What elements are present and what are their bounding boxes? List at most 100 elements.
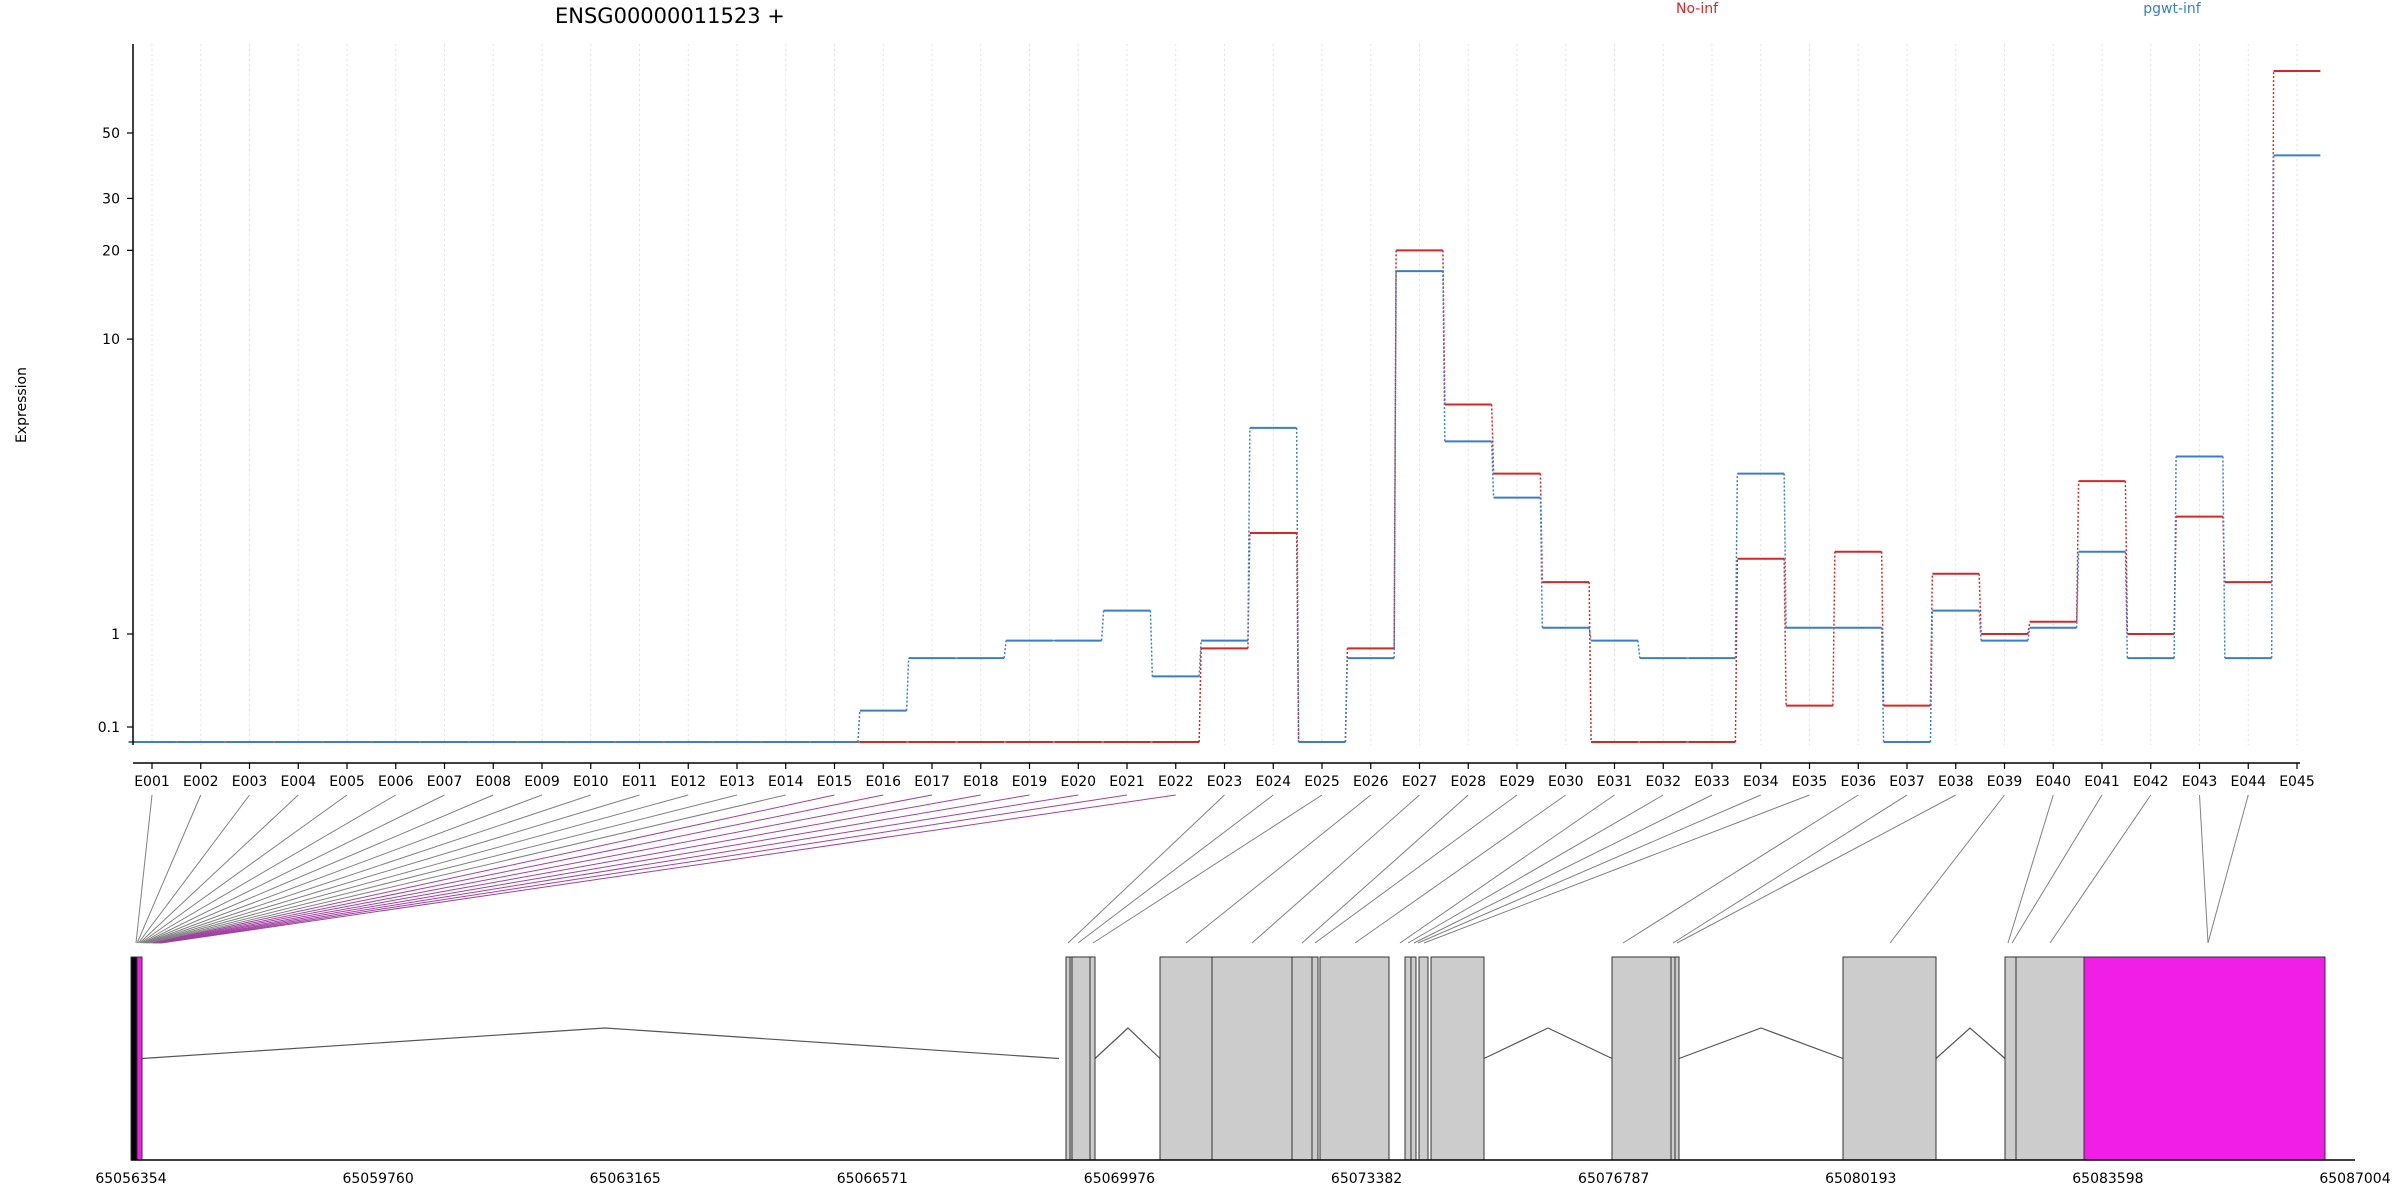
- gene-coordinate-axis: 65056354 65059760 65063165 65066571 65069976…: [95, 1159, 2391, 1187]
- x-tick-label-e017: E017: [914, 774, 950, 790]
- exon-connector: [156, 794, 981, 944]
- expression-series: [128, 70, 2321, 743]
- x-tick-label-e029: E029: [1499, 774, 1535, 790]
- exon-connector: [1413, 794, 1713, 944]
- gene-axis-tick-label: 65056354: [95, 1171, 166, 1187]
- gene-axis-tick-label: 65083598: [2072, 1171, 2143, 1187]
- series-pgwt-inf: [128, 154, 2321, 743]
- x-tick-label-e040: E040: [2035, 774, 2071, 790]
- series-pgwt-inf-connector: [857, 710, 861, 743]
- x-tick-label-e004: E004: [280, 774, 316, 790]
- exon-connector: [147, 794, 640, 944]
- x-tick-label-e045: E045: [2279, 774, 2315, 790]
- series-No-inf-connector: [1929, 573, 1934, 706]
- x-tick-label-e015: E015: [817, 774, 853, 790]
- x-tick-label-e006: E006: [378, 774, 414, 790]
- exon-box: [1319, 956, 1390, 1161]
- x-tick-label-e020: E020: [1060, 774, 1096, 790]
- exon-connector: [1676, 794, 1956, 944]
- y-tick-label: 20: [102, 243, 120, 259]
- x-tick-label-e018: E018: [963, 774, 999, 790]
- x-tick-label-e034: E034: [1743, 774, 1779, 790]
- gene-axis-tick-label: 65063165: [590, 1171, 661, 1187]
- x-tick-label-e022: E022: [1158, 774, 1194, 790]
- x-tick-label-e028: E028: [1450, 774, 1486, 790]
- x-tick-label-e032: E032: [1645, 774, 1681, 790]
- series-pgwt-inf-connector: [1929, 610, 1934, 743]
- x-tick-label-e001: E001: [134, 774, 170, 790]
- exon-box: [1311, 956, 1319, 1161]
- x-tick-label-e035: E035: [1792, 774, 1828, 790]
- exon-box: [1071, 956, 1091, 1161]
- series-pgwt-inf-connector: [1978, 610, 1982, 641]
- exon-connector: [159, 794, 1128, 944]
- exon-box: [1418, 956, 1429, 1161]
- exon-connector: [1067, 794, 1225, 944]
- series-No-inf-connector: [1978, 573, 1982, 635]
- series-No-inf-connector: [2124, 481, 2129, 635]
- exon-box: [1410, 956, 1417, 1161]
- series-pgwt-inf-connector: [1198, 640, 1202, 677]
- series-pgwt-inf-connector: [1393, 271, 1397, 659]
- gene-axis-tick-label: 65073382: [1331, 1171, 1402, 1187]
- exon-connector: [161, 794, 1176, 944]
- series-pgwt-inf-connector: [905, 658, 910, 711]
- intron-line: [1935, 1027, 2006, 1059]
- exon-connector: [1092, 794, 1323, 944]
- exon-connector: [1407, 794, 1664, 944]
- x-tick-label-e008: E008: [475, 774, 511, 790]
- exon-box: [130, 956, 138, 1161]
- exon-connector: [2199, 794, 2209, 944]
- series-pgwt-inf-connector: [1539, 497, 1544, 628]
- exon-box: [1291, 956, 1313, 1161]
- x-tick-label-e031: E031: [1597, 774, 1633, 790]
- x-tick-label-e044: E044: [2230, 774, 2266, 790]
- exon-highlight: [2083, 956, 2326, 1161]
- exon-connector: [146, 794, 591, 944]
- x-tick-label-e024: E024: [1255, 774, 1291, 790]
- y-tick-label: 10: [102, 332, 120, 348]
- exon-connector: [1077, 794, 1274, 944]
- expression-axes: [132, 44, 2300, 764]
- series-No-inf-connector: [1344, 648, 1349, 743]
- exon-connector: [144, 794, 494, 944]
- x-tick-label-e030: E030: [1548, 774, 1584, 790]
- series-No-inf-connector: [1490, 404, 1495, 474]
- exon-box: [2015, 956, 2085, 1161]
- exon-connector: [1672, 794, 1908, 944]
- series-pgwt-inf-connector: [1344, 658, 1349, 743]
- exon-connector: [153, 794, 884, 944]
- series-No-inf-connector: [1832, 551, 1836, 706]
- x-tick-label-e002: E002: [183, 774, 219, 790]
- series-pgwt-inf-connector: [1637, 640, 1641, 659]
- exon-box: [1211, 956, 1293, 1161]
- x-tick-label-e043: E043: [2182, 774, 2218, 790]
- exon-connector: [152, 794, 835, 944]
- exon-box: [1842, 956, 1937, 1161]
- series-pgwt-inf-connector: [2270, 155, 2275, 659]
- series-No-inf-connector: [1734, 558, 1739, 743]
- series-pgwt-inf-connector: [2222, 456, 2226, 659]
- legend-no-inf: No-inf: [1676, 1, 1719, 17]
- x-tick-label-e007: E007: [427, 774, 463, 790]
- series-pgwt-inf-connector: [1880, 627, 1885, 743]
- exon-connectors: [135, 794, 2249, 944]
- exon-connector: [142, 794, 445, 944]
- exon-connector: [1423, 794, 1810, 944]
- exon-connector: [140, 794, 348, 944]
- x-tick-label-e003: E003: [232, 774, 268, 790]
- x-tick-label-e005: E005: [329, 774, 365, 790]
- exon-connector: [1354, 794, 1567, 944]
- grid-lines: [151, 44, 2298, 745]
- exon-box: [1674, 956, 1680, 1161]
- series-pgwt-inf-connector: [1783, 473, 1787, 628]
- series-pgwt-inf-connector: [2075, 551, 2080, 628]
- exon-connector: [158, 794, 1079, 944]
- x-tick-label-e042: E042: [2133, 774, 2169, 790]
- series-pgwt-inf-connector: [1490, 441, 1495, 498]
- series-No-inf-connector: [1588, 582, 1592, 743]
- exon-connector: [2049, 794, 2152, 944]
- chart-title: ENSG00000011523 +: [555, 4, 785, 28]
- series-pgwt-inf-connector: [2124, 551, 2129, 659]
